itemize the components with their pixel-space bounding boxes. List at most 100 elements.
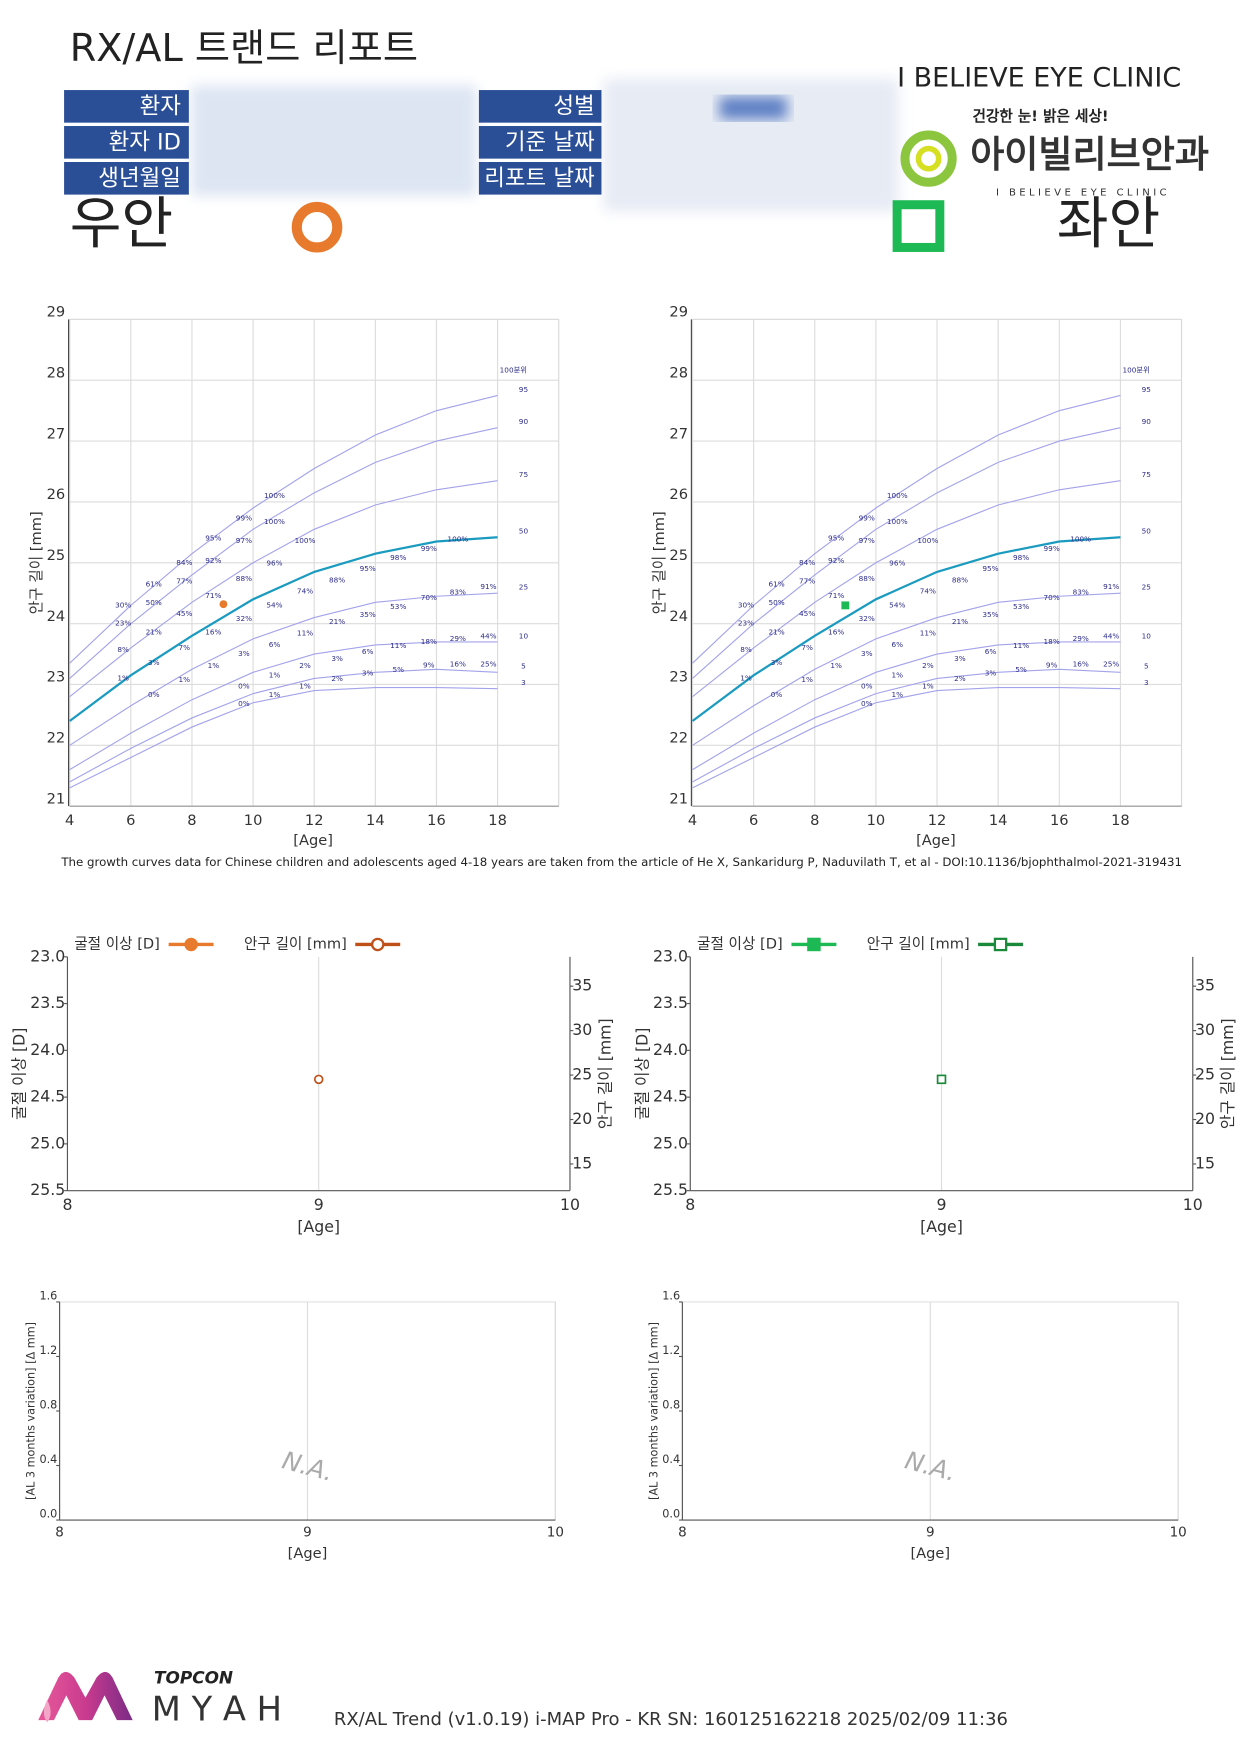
percentile-label: 21% [146, 628, 162, 637]
percentile-label: 99% [1044, 544, 1060, 553]
percentile-label: 54% [889, 600, 905, 609]
percentile-label: 77% [799, 577, 815, 586]
percentile-label: 3% [771, 658, 783, 667]
percentile-label: 0% [148, 690, 160, 699]
percentile-label: 21% [768, 628, 784, 637]
x-tick-label: 14 [366, 812, 385, 829]
percentile-label: 84% [799, 558, 815, 567]
percentile-label: 53% [1013, 602, 1029, 611]
percentile-label: 30% [738, 600, 754, 609]
percentile-label: 2% [954, 674, 966, 683]
x-tick-label: 12 [928, 812, 947, 829]
percentile-label: 100% [264, 517, 285, 526]
percentile-label: 88% [236, 574, 252, 583]
y2-tick-label: 35 [1195, 976, 1215, 995]
report-title: RX/AL 트랜드 리포트 [70, 27, 418, 71]
x-tick-label: 4 [688, 812, 697, 829]
percentile-label: 44% [1103, 631, 1119, 640]
percentile-curve [69, 686, 498, 789]
percentile-label: 96% [889, 558, 905, 567]
percentile-label: 83% [450, 588, 466, 597]
x-tick-label: 10 [1170, 1524, 1187, 1540]
percentile-label: 88% [329, 575, 345, 584]
percentile-curve [69, 641, 498, 771]
y-tick-label: 22 [47, 730, 66, 747]
y-tick-label: 24.0 [653, 1040, 688, 1059]
percentile-name: 90 [519, 417, 529, 426]
field-label: 생년월일 [98, 165, 181, 191]
percentile-label: 100% [295, 536, 316, 545]
percentile-label: 99% [236, 513, 252, 522]
percentile-label: 11% [297, 628, 313, 637]
marker [313, 1074, 324, 1085]
y-tick-label: 27 [47, 425, 66, 442]
x-tick-label: 10 [547, 1524, 564, 1540]
percentile-label: 9% [1046, 661, 1058, 670]
percentile-label: 7% [801, 643, 813, 652]
percentile-name: 25 [1142, 583, 1151, 592]
percentile-title: 100분위 [1122, 366, 1149, 375]
percentile-label: 35% [360, 610, 376, 619]
percentile-label: 3% [954, 654, 966, 663]
y-axis-label: [AL 3 months variation] [Δ mm] [647, 1322, 660, 1500]
y-tick-label: 1.6 [662, 1289, 680, 1302]
percentile-label: 61% [146, 580, 162, 589]
percentile-label: 1% [269, 690, 281, 699]
y-tick-label: 23.5 [30, 993, 65, 1012]
y-tick-label: 28 [47, 364, 66, 381]
y-tick-label: 28 [669, 364, 688, 381]
field-cell [64, 162, 189, 195]
y-tick-label: 29 [669, 304, 688, 321]
percentile-label: 11% [390, 641, 406, 650]
y-axis-label: 안구 길이 [mm] [651, 511, 668, 614]
x-tick-label: 18 [488, 812, 507, 829]
percentile-curve [692, 686, 1121, 789]
x-axis-label: [Age] [293, 832, 333, 849]
percentile-name: 90 [1142, 417, 1152, 426]
percentile-label: 71% [205, 591, 221, 600]
y-tick-label: 0.4 [662, 1453, 680, 1466]
y-tick-label: 26 [669, 486, 688, 503]
percentile-name: 5 [1144, 662, 1149, 671]
percentile-name: 3 [1144, 678, 1149, 687]
percentile-curve [69, 480, 498, 698]
percentile-label: 8% [740, 645, 752, 654]
x-axis-label: [Age] [288, 1545, 328, 1562]
percentile-name: 95 [1142, 385, 1151, 394]
logo-subtitle: I BELIEVE EYE CLINIC [996, 187, 1170, 198]
y-tick-label: 25.0 [30, 1133, 65, 1152]
percentile-label: 11% [920, 628, 936, 637]
chart: 21 22 23 24 25 26 27 28 29 4 6 8 10 12 14 16 18 95 90 75 50 2… [28, 304, 560, 849]
percentile-label: 98% [390, 553, 406, 562]
y-tick-label: 1.2 [662, 1344, 680, 1357]
x-tick-label: 8 [55, 1524, 64, 1540]
clinic-name: I BELIEVE EYE CLINIC [897, 62, 1181, 93]
left-eye-label: 좌안 [1057, 192, 1160, 257]
percentile-label: 100% [447, 535, 468, 544]
field-cell [478, 126, 602, 159]
marker [370, 937, 385, 952]
percentile-curve [692, 641, 1121, 771]
percentile-label: 45% [799, 609, 815, 618]
percentile-label: 74% [297, 586, 313, 595]
percentile-label: 83% [1073, 588, 1089, 597]
field-cell [64, 126, 189, 159]
percentile-label: 99% [421, 544, 437, 553]
marker [936, 1074, 947, 1085]
x-tick-label: 9 [314, 1195, 324, 1214]
percentile-label: 100% [917, 536, 938, 545]
x-tick-label: 6 [749, 812, 758, 829]
percentile-label: 1% [922, 681, 934, 690]
percentile-label: 1% [892, 670, 904, 679]
y2-axis-label: 안구 길이 [mm] [1218, 1018, 1237, 1129]
percentile-label: 100% [264, 491, 285, 500]
percentile-label: 1% [801, 675, 813, 684]
y-tick-label: 23 [669, 669, 688, 686]
y-tick-label: 0.4 [39, 1453, 57, 1466]
percentile-label: 25% [480, 659, 496, 668]
field-label: 환자 ID [109, 129, 181, 155]
percentile-label: 77% [176, 577, 192, 586]
